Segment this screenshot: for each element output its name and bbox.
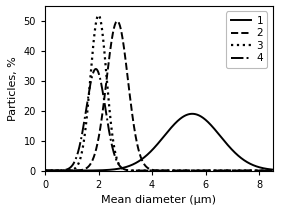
Y-axis label: Particles, %: Particles, % [8,56,18,121]
Legend: 1, 2, 3, 4: 1, 2, 3, 4 [226,11,267,68]
X-axis label: Mean diameter (μm): Mean diameter (μm) [101,195,216,205]
